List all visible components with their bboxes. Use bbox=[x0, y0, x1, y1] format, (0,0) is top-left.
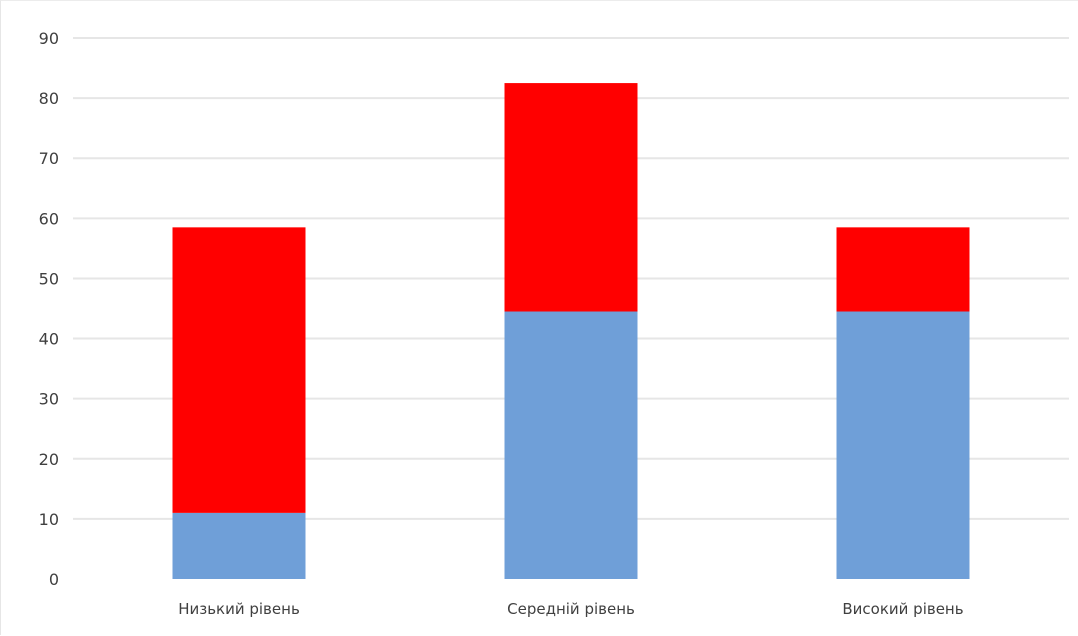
bar-segment-blue-3 bbox=[836, 311, 970, 579]
y-tick-label: 10 bbox=[39, 510, 59, 529]
y-tick-label: 0 bbox=[49, 570, 59, 589]
x-axis-category-labels: Низький рівень Середній рівень Високий рів… bbox=[178, 600, 963, 618]
y-axis-tick-labels: 0 10 20 30 40 50 60 70 80 90 bbox=[39, 29, 59, 589]
y-tick-label: 50 bbox=[39, 269, 59, 288]
bar-segment-blue-2 bbox=[504, 311, 638, 579]
y-tick-label: 40 bbox=[39, 330, 59, 349]
bar-segment-red-1 bbox=[172, 227, 306, 513]
y-tick-label: 20 bbox=[39, 450, 59, 469]
bar-segment-red-2 bbox=[504, 83, 638, 312]
y-tick-label: 70 bbox=[39, 149, 59, 168]
y-tick-label: 90 bbox=[39, 29, 59, 48]
bar-segment-blue-1 bbox=[172, 512, 306, 579]
y-tick-label: 60 bbox=[39, 209, 59, 228]
x-category-label: Високий рівень bbox=[842, 600, 963, 618]
x-category-label: Середній рівень bbox=[507, 600, 635, 618]
y-tick-label: 30 bbox=[39, 390, 59, 409]
y-tick-label: 80 bbox=[39, 89, 59, 108]
bars bbox=[172, 83, 970, 579]
bar-segment-red-3 bbox=[836, 227, 970, 312]
x-category-label: Низький рівень bbox=[178, 600, 300, 618]
